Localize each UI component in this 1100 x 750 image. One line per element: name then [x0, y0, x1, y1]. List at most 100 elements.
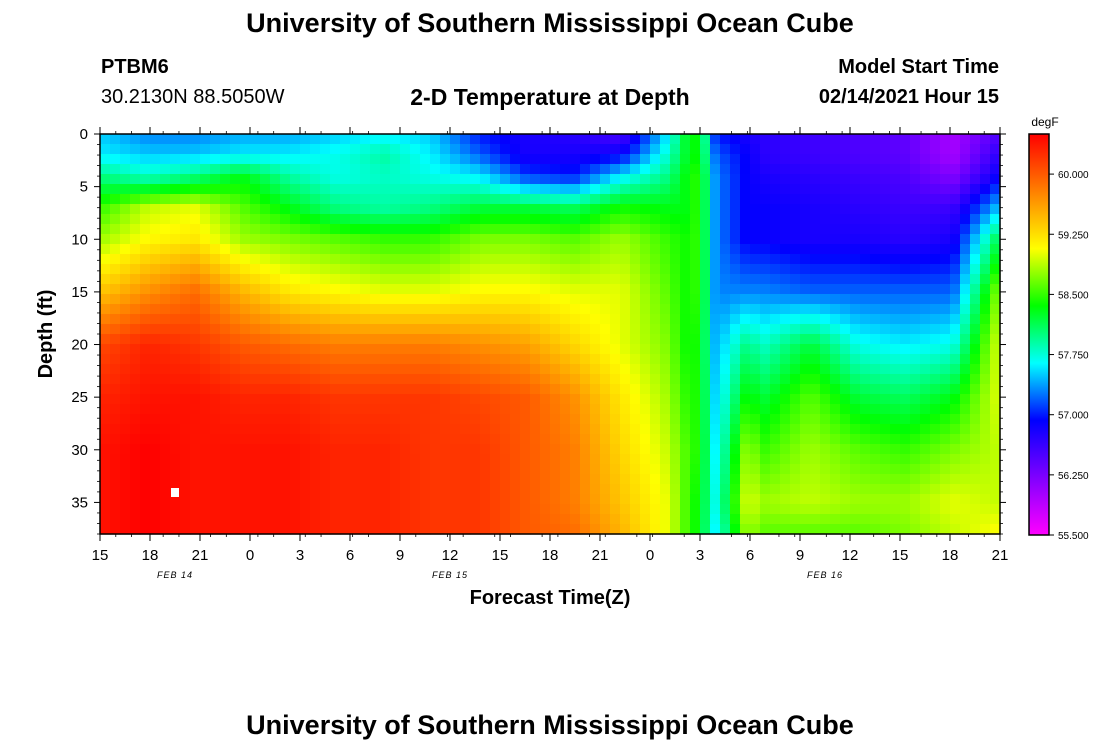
heatmap-cell [750, 404, 761, 415]
heatmap-cell [700, 344, 711, 355]
heatmap-cell [910, 254, 921, 265]
heatmap-cell [740, 434, 751, 445]
heatmap-cell [980, 174, 991, 185]
heatmap-cell [940, 404, 951, 415]
heatmap-cell [640, 264, 651, 275]
heatmap-cell [470, 264, 481, 275]
heatmap-cell [640, 274, 651, 285]
heatmap-cell [730, 424, 741, 435]
heatmap-cell [990, 504, 1001, 515]
heatmap-cell [460, 424, 471, 435]
heatmap-cell [670, 254, 681, 265]
heatmap-cell [150, 474, 161, 485]
heatmap-cell [790, 504, 801, 515]
heatmap-cell [450, 414, 461, 425]
heatmap-cell [690, 204, 701, 215]
heatmap-cell [320, 274, 331, 285]
heatmap-cell [950, 134, 961, 145]
heatmap-cell [640, 384, 651, 395]
heatmap-cell [280, 254, 291, 265]
heatmap-cell [420, 514, 431, 525]
heatmap-cell [500, 144, 511, 155]
heatmap-cell [100, 284, 111, 295]
heatmap-cell [650, 414, 661, 425]
heatmap-cell [240, 194, 251, 205]
heatmap-cell [940, 504, 951, 515]
heatmap-cell [700, 384, 711, 395]
heatmap-cell [130, 524, 141, 535]
heatmap-cell [270, 204, 281, 215]
heatmap-cell [200, 244, 211, 255]
heatmap-cell [370, 454, 381, 465]
heatmap-cell [410, 424, 421, 435]
heatmap-cell [980, 514, 991, 525]
heatmap-cell [290, 364, 301, 375]
heatmap-cell [340, 254, 351, 265]
heatmap-cell [340, 384, 351, 395]
heatmap-cell [340, 154, 351, 165]
heatmap-cell [860, 204, 871, 215]
heatmap-cell [460, 254, 471, 265]
heatmap-cell [990, 404, 1001, 415]
heatmap-cell [360, 204, 371, 215]
heatmap-cell [590, 174, 601, 185]
heatmap-cell [210, 324, 221, 335]
heatmap-cell [220, 174, 231, 185]
heatmap-cell [730, 474, 741, 485]
heatmap-cell [990, 314, 1001, 325]
heatmap-cell [380, 474, 391, 485]
heatmap-cell [230, 334, 241, 345]
heatmap-cell [780, 524, 791, 535]
heatmap-cell [470, 154, 481, 165]
heatmap-cell [120, 444, 131, 455]
heatmap-cell [860, 174, 871, 185]
heatmap-cell [210, 234, 221, 245]
heatmap-cell [900, 334, 911, 345]
heatmap-cell [570, 304, 581, 315]
heatmap-cell [690, 424, 701, 435]
heatmap-cell [330, 254, 341, 265]
heatmap-cell [350, 304, 361, 315]
heatmap-cell [730, 504, 741, 515]
heatmap-cell [510, 304, 521, 315]
heatmap-cell [160, 234, 171, 245]
heatmap-cell [820, 464, 831, 475]
heatmap-cell [220, 454, 231, 465]
heatmap-cell [410, 254, 421, 265]
heatmap-cell [560, 254, 571, 265]
heatmap-cell [520, 324, 531, 335]
heatmap-cell [640, 174, 651, 185]
heatmap-cell [960, 224, 971, 235]
heatmap-cell [430, 354, 441, 365]
heatmap-cell [390, 514, 401, 525]
heatmap-cell [200, 134, 211, 145]
heatmap-cell [450, 344, 461, 355]
heatmap-cell [170, 294, 181, 305]
heatmap-cell [930, 344, 941, 355]
heatmap-cell [190, 404, 201, 415]
heatmap-cell [750, 344, 761, 355]
heatmap-cell [970, 274, 981, 285]
heatmap-cell [130, 294, 141, 305]
heatmap-cell [600, 194, 611, 205]
heatmap-cell [460, 264, 471, 275]
heatmap-cell [960, 334, 971, 345]
heatmap-cell [390, 424, 401, 435]
heatmap-cell [220, 284, 231, 295]
heatmap-cell [400, 464, 411, 475]
heatmap-cell [760, 234, 771, 245]
heatmap-cell [570, 224, 581, 235]
heatmap-cell [830, 504, 841, 515]
heatmap-cell [950, 264, 961, 275]
heatmap-cell [490, 404, 501, 415]
heatmap-cell [630, 414, 641, 425]
heatmap-cell [660, 274, 671, 285]
heatmap-cell [280, 264, 291, 275]
heatmap-cell [330, 394, 341, 405]
heatmap-cell [990, 154, 1001, 165]
heatmap-cell [460, 134, 471, 145]
heatmap-cell [920, 464, 931, 475]
heatmap-cell [540, 404, 551, 415]
heatmap-cell [290, 314, 301, 325]
heatmap-cell [430, 514, 441, 525]
